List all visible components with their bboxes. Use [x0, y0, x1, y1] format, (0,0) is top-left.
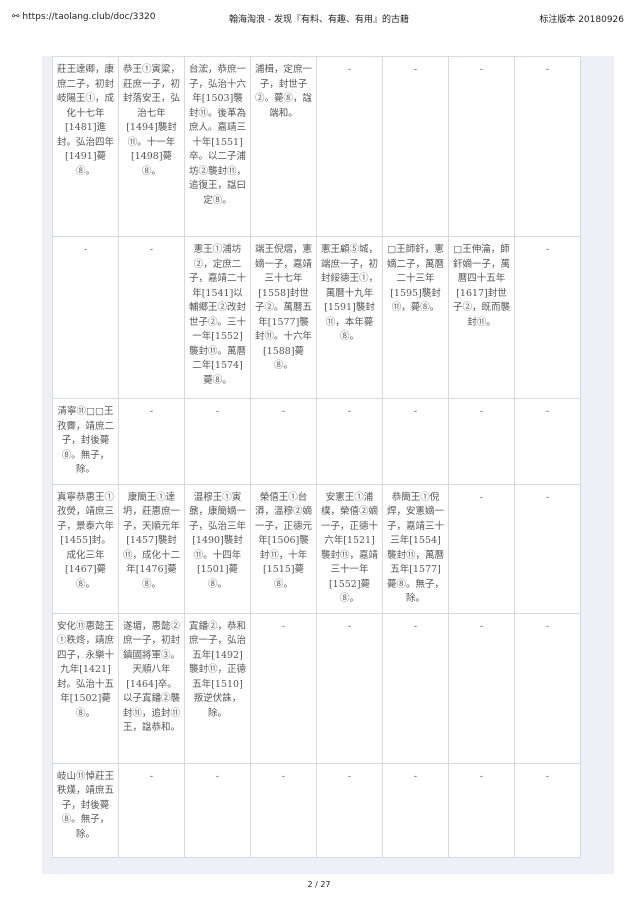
table-cell: 岐山⑪悼莊王秩熯，靖庶五子，封後薨⑧。無子，除。	[52, 762, 119, 858]
table-cell: -	[118, 236, 185, 399]
genealogy-table: 莊王達卿，康庶二子，初封岐陽王①，成化十七年[1481]進封。弘治四年[1491…	[52, 56, 581, 858]
table-cell: 温穆王①寅鼐，康簡嫡一子，弘治三年[1490]襲封⑪。十四年[1501]薨⑧。	[184, 483, 251, 614]
table-cell: -	[514, 56, 581, 237]
table-cell: 安化⑪惠懿王①秩炵，靖庶四子，永樂十九年[1421]封。弘治十五年[1502]薨…	[52, 612, 119, 764]
doc-title: 翰海淘浪 - 发现『有料、有趣、有用』的古籍	[229, 15, 409, 25]
table-row: 莊王達卿，康庶二子，初封岐陽王①，成化十七年[1481]進封。弘治四年[1491…	[52, 56, 581, 237]
table-cell: -	[316, 56, 383, 237]
table-cell: 台浤，恭庶一子，弘治十六年[1503]襲封⑪。後革為庶人。嘉靖三十年[1551]…	[184, 56, 251, 237]
table-cell: -	[250, 762, 317, 858]
table-cell: -	[184, 762, 251, 858]
table-cell: 寘鐇②，恭和庶一子，弘治五年[1492]襲封⑪，正德五年[1510]叛逆伏誅，除…	[184, 612, 251, 764]
table-cell: -	[448, 56, 515, 237]
table-cell: -	[382, 612, 449, 764]
version-label: 标注版本 20180926	[539, 15, 624, 25]
table-row: 安化⑪惠懿王①秩炵，靖庶四子，永樂十九年[1421]封。弘治十五年[1502]薨…	[52, 612, 581, 764]
table-cell: -	[514, 612, 581, 764]
table-cell: 安憲王①浦樸，榮僖②嫡一子，正德十六年[1521]襲封⑪，嘉靖三十一年[1552…	[316, 483, 383, 614]
page-number: 2 / 27	[307, 880, 331, 889]
table-cell: -	[184, 398, 251, 485]
table-cell: -	[448, 398, 515, 485]
table-cell: 清寧⑪□□王孜霽，靖庶二子，封後薨⑧。無子，除。	[52, 398, 119, 485]
table-cell: -	[250, 398, 317, 485]
table-cell: -	[514, 762, 581, 858]
page-header: ⚯ https://taolang.club/doc/3320 翰海淘浪 - 发…	[0, 0, 638, 30]
table-cell: □王師釬，憲嫡二子，萬曆二十三年[1595]襲封⑪，薨⑧。	[382, 236, 449, 399]
table-cell: -	[514, 483, 581, 614]
table-row: - - 憲王①浦坊②，定庶二子，嘉靖二十年[1541]以輔鄉王②改封世子②。三十一年…	[52, 236, 581, 399]
table-cell: -	[382, 56, 449, 237]
table-cell: 遂堳，惠懿②庶一子，初封鎮國將軍③。天順八年[1464]卒。以子寘鐇②襲封⑪，追…	[118, 612, 185, 764]
url-link[interactable]: ⚯ https://taolang.club/doc/3320	[12, 12, 156, 22]
table-cell: 真寧恭惠王①孜熒，靖庶三子，景泰六年[1455]封。成化三年[1467]薨⑧。	[52, 483, 119, 614]
table-cell: -	[382, 398, 449, 485]
table-row: 岐山⑪悼莊王秩熯，靖庶五子，封後薨⑧。無子，除。 - - - - - - -	[52, 762, 581, 858]
table-cell: 端王倪熠，憲嫡一子，嘉靖三十七年[1558]封世子②。萬曆五年[1577]襲封⑪…	[250, 236, 317, 399]
table-cell: -	[316, 762, 383, 858]
table-cell: -	[250, 612, 317, 764]
document-page: 莊王達卿，康庶二子，初封岐陽王①，成化十七年[1481]進封。弘治四年[1491…	[42, 56, 614, 874]
table-cell: 恭簡王①倪焊，安憲嫡一子，嘉靖三十三年[1554]襲封⑪，萬曆五年[1577]薨…	[382, 483, 449, 614]
table-cell: 憲王①浦坊②，定庶二子，嘉靖二十年[1541]以輔鄉王②改封世子②。三十一年[1…	[184, 236, 251, 399]
table-cell: -	[118, 762, 185, 858]
table-row: 真寧恭惠王①孜熒，靖庶三子，景泰六年[1455]封。成化三年[1467]薨⑧。康…	[52, 483, 581, 614]
table-cell: 莊王達卿，康庶二子，初封岐陽王①，成化十七年[1481]進封。弘治四年[1491…	[52, 56, 119, 237]
table-cell: -	[448, 762, 515, 858]
table-cell: 康簡王①達坍，莊惠庶一子，天順元年[1457]襲封⑪，成化十二年[1476]薨⑧…	[118, 483, 185, 614]
table-cell: -	[448, 612, 515, 764]
table-cell: -	[316, 398, 383, 485]
table-cell: -	[514, 236, 581, 399]
table-cell: 憲王顧⑤城，端庶一子，初封綏德王①，萬曆十九年[1591]襲封⑪，本年薨⑧。	[316, 236, 383, 399]
table-cell: 浦楫，定庶一子，封世子②。薨⑧，諡端和。	[250, 56, 317, 237]
table-cell: 恭王①寅粱，莊庶一子，初封落安王，弘治七年[1494]襲封⑪。十一年[1498]…	[118, 56, 185, 237]
table-cell: 榮僖王①台漭，溫穆②嫡一子，正德元年[1506]襲封⑪，十年[1515]薨⑧。	[250, 483, 317, 614]
table-cell: -	[514, 398, 581, 485]
table-cell: -	[382, 762, 449, 858]
table-cell: □王伸瀹，師釬嫡一子，萬曆四十五年[1617]封世子②，既而襲封⑪。	[448, 236, 515, 399]
table-cell: -	[448, 483, 515, 614]
table-cell: -	[118, 398, 185, 485]
table-cell: -	[316, 612, 383, 764]
table-row: 清寧⑪□□王孜霽，靖庶二子，封後薨⑧。無子，除。 - - - - - - -	[52, 398, 581, 485]
table-cell: -	[52, 236, 119, 399]
